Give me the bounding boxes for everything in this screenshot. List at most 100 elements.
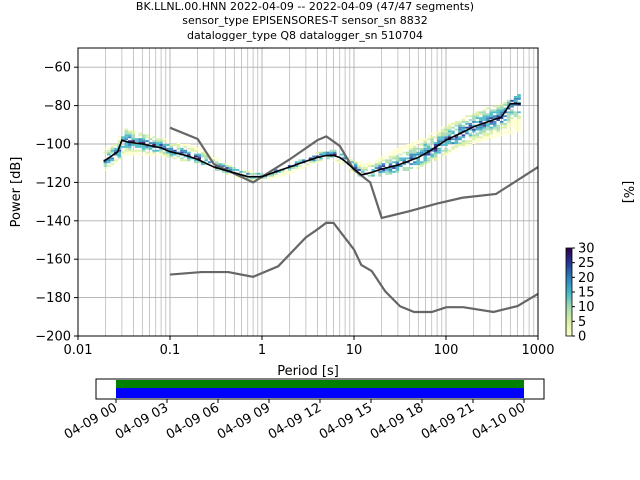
density-cell	[364, 163, 368, 166]
density-cell	[489, 117, 493, 120]
density-cell	[350, 170, 354, 173]
density-cell	[141, 147, 146, 150]
density-cell	[141, 145, 146, 148]
density-cell	[322, 153, 327, 156]
density-cell	[454, 124, 459, 127]
density-cell	[479, 117, 483, 120]
density-cell	[444, 132, 448, 135]
density-cell	[107, 159, 111, 162]
density-cell	[197, 157, 201, 160]
density-cell	[492, 111, 497, 114]
density-cell	[155, 144, 160, 146]
density-cell	[402, 151, 407, 154]
density-cell	[423, 163, 427, 166]
density-cell	[169, 155, 174, 158]
density-cell	[374, 161, 379, 164]
density-cell	[416, 153, 420, 156]
density-cell	[479, 138, 483, 141]
density-cell	[416, 159, 420, 162]
density-cell	[475, 113, 480, 116]
density-cell	[329, 153, 334, 156]
density-cell	[124, 132, 128, 135]
density-cell	[183, 149, 188, 152]
density-cell	[145, 140, 149, 143]
density-cell	[419, 153, 424, 156]
density-cell	[416, 142, 420, 144]
density-cell	[395, 147, 400, 150]
density-cell	[440, 136, 445, 139]
density-cell	[413, 145, 417, 148]
density-cell	[121, 151, 125, 154]
density-cell	[131, 149, 135, 152]
density-cell	[124, 151, 128, 154]
density-cell	[117, 142, 122, 144]
density-cell	[479, 119, 483, 121]
density-cell	[225, 165, 229, 168]
density-cell	[343, 157, 347, 160]
density-cell	[506, 103, 511, 106]
density-cell	[433, 151, 438, 154]
x-tick-label: 1	[258, 343, 266, 358]
density-cell	[138, 144, 142, 146]
density-cell	[388, 155, 393, 158]
density-cell	[190, 157, 195, 160]
density-cell	[124, 147, 128, 150]
density-cell	[110, 147, 115, 150]
density-cell	[239, 170, 243, 173]
density-cell	[454, 136, 459, 139]
density-cell	[180, 151, 184, 154]
density-cell	[121, 145, 125, 148]
density-cell	[190, 147, 195, 150]
density-cell	[482, 124, 487, 127]
density-cell	[141, 140, 146, 143]
density-cell	[506, 120, 511, 123]
density-cell	[486, 128, 490, 131]
density-cell	[381, 155, 386, 158]
density-cell	[492, 128, 497, 131]
title-line-2: sensor_type EPISENSORES-T sensor_sn 8832	[182, 14, 428, 27]
density-cell	[298, 165, 302, 168]
density-cell	[207, 153, 212, 156]
density-cell	[162, 145, 167, 148]
density-cell	[159, 153, 163, 156]
density-cell	[496, 124, 500, 127]
density-cell	[235, 176, 240, 179]
density-cell	[159, 149, 163, 152]
density-cell	[225, 170, 229, 173]
density-cell	[454, 128, 459, 131]
density-cell	[124, 130, 128, 133]
density-cell	[433, 149, 438, 152]
density-cell	[433, 144, 438, 146]
density-cell	[145, 151, 149, 154]
density-cell	[492, 117, 497, 120]
density-cell	[482, 109, 487, 112]
density-cell	[162, 153, 167, 156]
density-cell	[503, 107, 507, 110]
density-cell	[207, 161, 212, 164]
density-cell	[315, 155, 320, 158]
density-cell	[510, 111, 514, 114]
density-cell	[468, 122, 473, 125]
coverage-bar-blue	[116, 388, 524, 398]
density-cell	[475, 132, 480, 135]
density-cell	[472, 113, 476, 116]
density-cell	[479, 126, 483, 129]
density-cell	[204, 155, 208, 158]
density-cell	[419, 144, 424, 146]
density-cell	[444, 140, 448, 143]
density-cell	[517, 130, 521, 133]
density-cell	[444, 130, 448, 133]
density-cell	[253, 178, 257, 181]
density-cell	[517, 103, 521, 106]
density-cell	[513, 124, 518, 127]
density-cell	[510, 99, 514, 102]
density-cell	[267, 174, 271, 177]
density-cell	[148, 138, 153, 141]
density-cell	[235, 168, 240, 171]
density-cell	[489, 109, 493, 112]
density-cell	[486, 138, 490, 141]
density-cell	[162, 138, 167, 141]
density-cell	[381, 163, 386, 166]
density-cell	[197, 153, 201, 156]
density-cell	[496, 105, 500, 108]
